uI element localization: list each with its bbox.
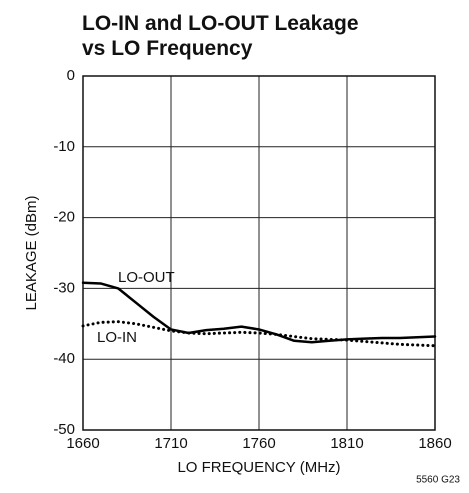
x-tick-label: 1860	[418, 435, 451, 452]
series-label: LO-OUT	[118, 269, 175, 286]
x-tick-label: 1710	[154, 435, 187, 452]
chart-title-line: LO-IN and LO-OUT Leakage	[82, 12, 359, 35]
x-axis-label: LO FREQUENCY (MHz)	[177, 459, 340, 476]
x-tick-label: 1810	[330, 435, 363, 452]
y-tick-label: -30	[53, 279, 75, 296]
y-axis-label: LEAKAGE (dBm)	[23, 195, 40, 310]
x-tick-label: 1760	[242, 435, 275, 452]
series-label: LO-IN	[97, 329, 137, 346]
chart-title-line: vs LO Frequency	[82, 37, 253, 60]
series-line	[81, 320, 437, 348]
footnote: 5560 G23	[416, 475, 460, 486]
y-tick-label: -50	[53, 421, 75, 438]
series-line	[81, 281, 437, 344]
y-tick-label: 0	[67, 67, 75, 84]
y-tick-label: -40	[53, 350, 75, 367]
y-tick-label: -20	[53, 209, 75, 226]
plot-frame	[82, 75, 436, 431]
y-tick-label: -10	[53, 138, 75, 155]
x-tick-label: 1660	[66, 435, 99, 452]
